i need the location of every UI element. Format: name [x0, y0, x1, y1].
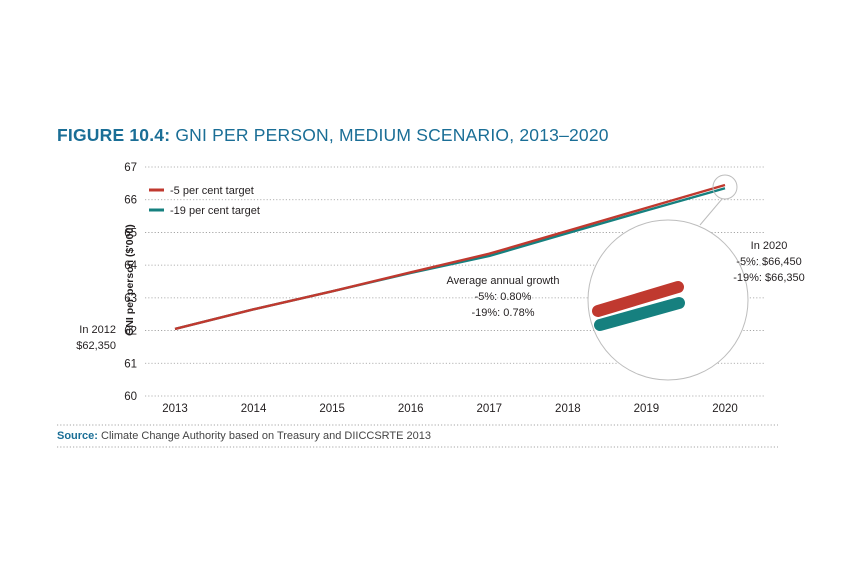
series-lines — [174, 183, 726, 331]
zoom-series-19 — [594, 297, 685, 331]
zoom-connector — [699, 198, 723, 226]
end-title: In 2020 — [750, 240, 788, 252]
figure-label: FIGURE 10.4: — [57, 125, 171, 145]
end-5: -5%: $66,450 — [736, 256, 802, 268]
x-tick-label: 2017 — [476, 403, 502, 415]
y-tick-label: 62 — [124, 326, 137, 338]
y-tick-label: 65 — [124, 227, 137, 239]
x-tick-label: 2020 — [712, 403, 738, 415]
y-axis-ticks: 60 61 62 63 64 65 66 67 — [124, 162, 137, 403]
y-axis-label: GNI per person ($'000) — [124, 224, 136, 336]
x-tick-label: 2016 — [398, 403, 424, 415]
legend: -5 per cent target -19 per cent target — [149, 185, 260, 217]
x-tick-label: 2013 — [162, 403, 188, 415]
x-tick-label: 2014 — [241, 403, 267, 415]
start-year: In 2012 — [79, 324, 116, 336]
growth-annotation: Average annual growth -5%: 0.80% -19%: 0… — [428, 273, 578, 321]
y-tick-label: 66 — [124, 195, 137, 207]
source-note: Source: Climate Change Authority based o… — [57, 430, 431, 442]
end-19: -19%: $66,350 — [733, 272, 805, 284]
start-annotation: In 2012 $62,350 — [62, 322, 116, 354]
figure-title-text: GNI PER PERSON, MEDIUM SCENARIO, 2013–20… — [175, 125, 609, 145]
x-tick-label: 2019 — [634, 403, 660, 415]
x-tick-label: 2018 — [555, 403, 581, 415]
y-tick-label: 60 — [124, 391, 137, 403]
start-value: $62,350 — [76, 340, 116, 352]
zoom-series-5 — [592, 281, 684, 317]
x-tick-label: 2015 — [319, 403, 345, 415]
y-tick-label: 64 — [124, 260, 137, 272]
legend-label: -19 per cent target — [170, 205, 260, 217]
growth-title: Average annual growth — [446, 275, 560, 287]
end-annotation: In 2020 -5%: $66,450 -19%: $66,350 — [724, 238, 814, 286]
y-tick-label: 63 — [124, 293, 137, 305]
series-line — [174, 183, 726, 331]
y-tick-label: 67 — [124, 162, 137, 174]
source-text: Climate Change Authority based on Treasu… — [101, 430, 432, 442]
growth-5: -5%: 0.80% — [474, 291, 532, 303]
y-tick-label: 61 — [124, 358, 137, 370]
source-label: Source: — [57, 430, 98, 442]
legend-label: -5 per cent target — [170, 185, 254, 197]
x-axis-ticks: 2013 2014 2015 2016 2017 2018 2019 2020 — [162, 403, 738, 415]
growth-19: -19%: 0.78% — [471, 307, 535, 319]
zoom-callout — [587, 174, 749, 381]
zoom-marker-circle — [712, 174, 738, 200]
gridlines — [145, 166, 765, 397]
figure-title: FIGURE 10.4: GNI PER PERSON, MEDIUM SCEN… — [57, 125, 609, 146]
